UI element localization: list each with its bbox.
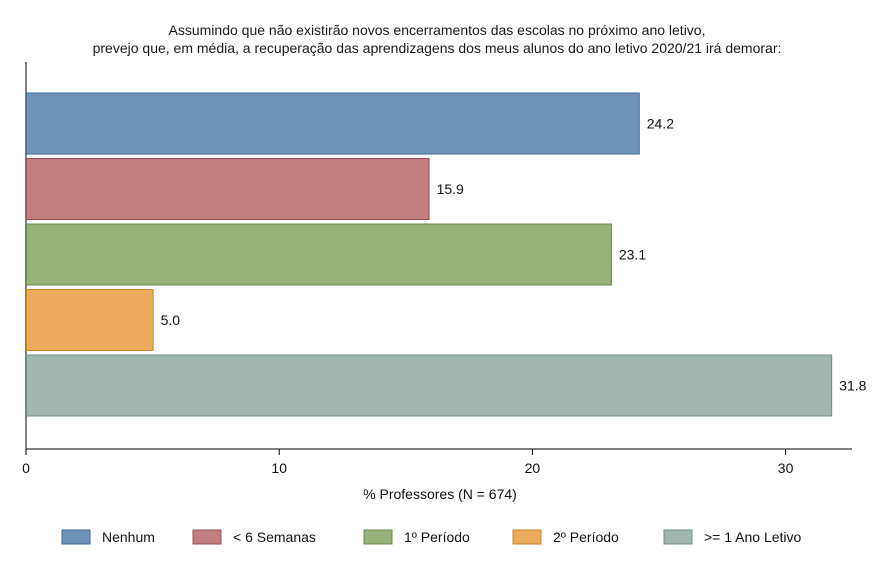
legend-label: 1º Período [404, 529, 470, 545]
x-axis-title: % Professores (N = 674) [363, 486, 517, 502]
bar-value-label: 24.2 [647, 116, 674, 132]
legend: Nenhum < 6 Semanas 1º Período 2º Período >= … [61, 529, 802, 545]
legend-swatch-0 [61, 529, 91, 545]
legend-swatch-4 [663, 529, 693, 545]
legend-label: >= 1 Ano Letivo [704, 529, 802, 545]
bar-0 [26, 92, 640, 155]
bar-4 [26, 354, 833, 417]
legend-swatch-1 [192, 529, 222, 545]
bar-3 [26, 289, 154, 351]
x-tick-label: 10 [271, 460, 287, 476]
legend-label: 2º Período [553, 529, 619, 545]
legend-swatch-2 [363, 529, 393, 545]
chart-title-line-1: Assumindo que não existirão novos encerr… [169, 22, 706, 38]
legend-swatch-3 [512, 529, 542, 545]
x-tick-label: 30 [778, 460, 794, 476]
x-tick-label: 20 [525, 460, 541, 476]
plot-area: 0 10 20 30 24.2 15.9 23.1 5.0 31.8 [22, 62, 867, 476]
bar-value-label: 15.9 [437, 181, 464, 197]
legend-label: < 6 Semanas [233, 529, 316, 545]
legend-label: Nenhum [102, 529, 155, 545]
bar-1 [26, 158, 430, 220]
bar-2 [26, 223, 612, 286]
bar-value-label: 23.1 [619, 247, 646, 263]
chart-title-line-2: prevejo que, em média, a recuperação das… [93, 40, 782, 56]
bar-value-label: 31.8 [839, 378, 866, 394]
bar-value-label: 5.0 [161, 312, 181, 328]
x-tick-label: 0 [22, 460, 30, 476]
